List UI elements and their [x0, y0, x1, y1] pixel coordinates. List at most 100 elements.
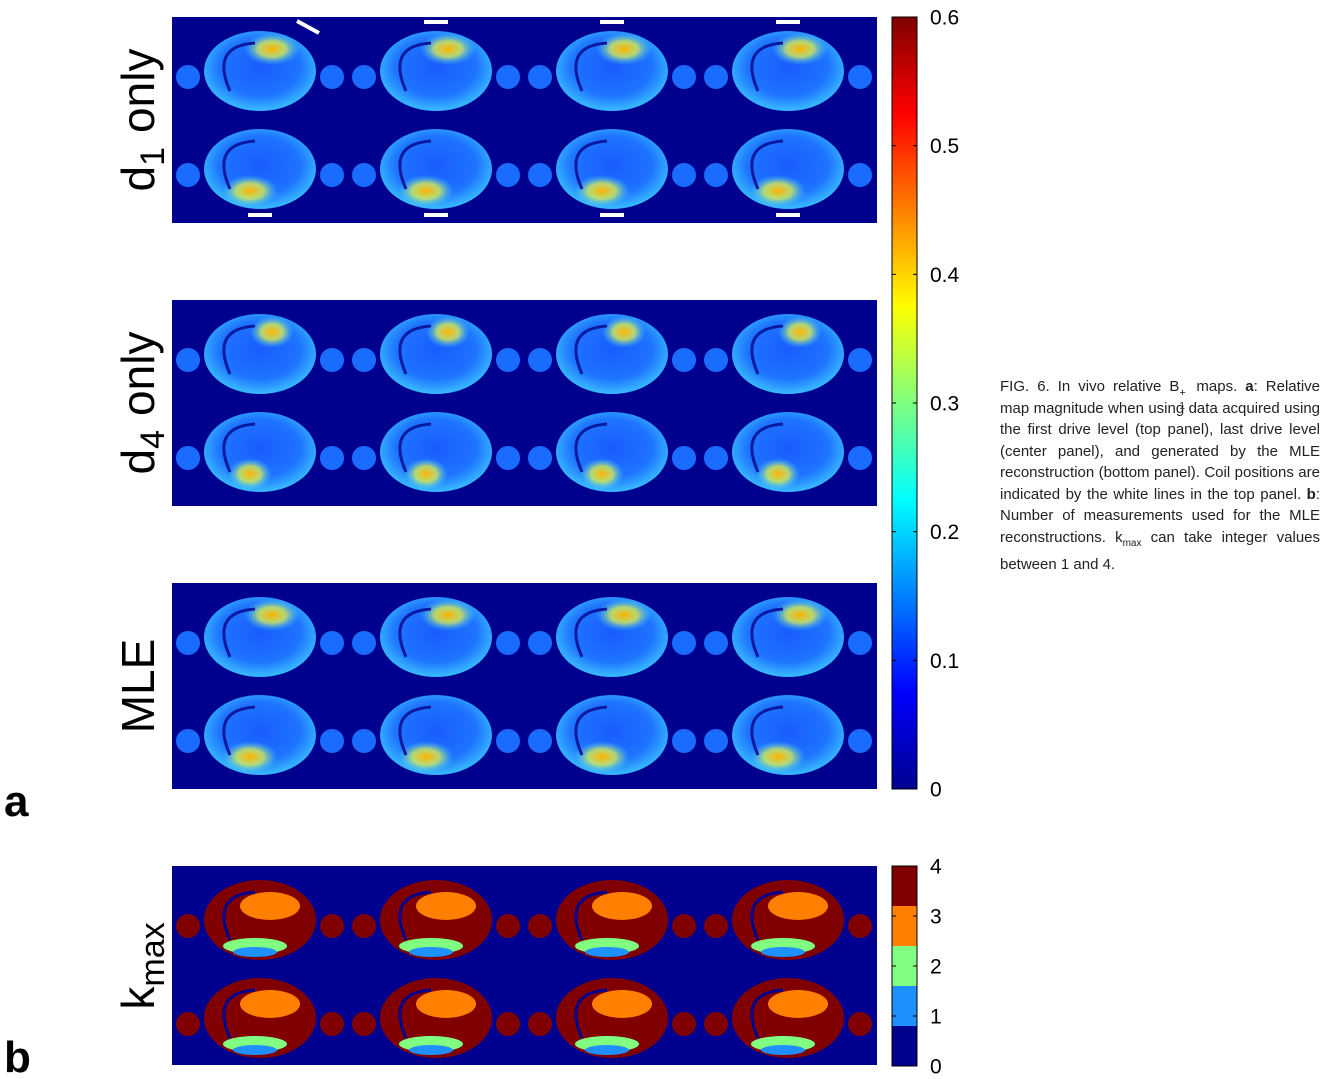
row-label-sub: max: [134, 922, 172, 986]
colorbar-tick-label: 1: [930, 1006, 942, 1029]
caption-text: : Number of measurements used for the ML…: [1000, 485, 1320, 546]
row-label-rest: only: [112, 49, 164, 133]
hot-spot: [398, 175, 454, 207]
heart-outline: [398, 324, 432, 375]
arm: [528, 446, 552, 470]
caption-sup: +: [1179, 387, 1186, 399]
caption-text: maps.: [1188, 378, 1246, 395]
hot-spot: [756, 458, 800, 490]
map-content: [176, 597, 872, 775]
arm: [320, 65, 344, 89]
hot-spot: [772, 599, 828, 631]
row-label-rest: only: [112, 332, 164, 416]
map-panel: [172, 17, 877, 223]
hot-spot: [222, 175, 278, 207]
heart-outline: [574, 422, 608, 473]
heart-outline: [750, 139, 784, 190]
caption-sub: 1: [1179, 401, 1185, 412]
region: [761, 947, 805, 957]
arm: [672, 65, 696, 89]
row-label-main: d: [112, 449, 164, 475]
arm: [704, 65, 728, 89]
map-content: [176, 880, 872, 1058]
colorbar-tick-label: 0: [930, 779, 942, 802]
arm: [672, 348, 696, 372]
hot-spot: [244, 33, 300, 65]
heart-outline: [750, 705, 784, 756]
row-label-main: d: [112, 166, 164, 192]
arm: [528, 348, 552, 372]
colorbar-tick-label: 0.3: [930, 393, 959, 416]
colorbar-tick-label: 3: [930, 906, 942, 929]
hot-spot: [420, 33, 476, 65]
hot-spot: [398, 741, 454, 773]
colorbar-tick-label: 0.2: [930, 521, 959, 544]
coil-marker: [296, 19, 320, 35]
heart-outline: [222, 422, 256, 473]
region: [761, 1045, 805, 1055]
arm: [528, 65, 552, 89]
heart-outline: [222, 890, 256, 941]
arm: [496, 348, 520, 372]
region: [768, 892, 828, 920]
region: [592, 990, 652, 1018]
arm: [848, 348, 872, 372]
arm: [176, 348, 200, 372]
heart-outline: [222, 139, 256, 190]
arm: [176, 914, 200, 938]
arm: [352, 914, 376, 938]
colorbar-tick-label: 0.4: [930, 264, 960, 287]
heart-outline: [574, 705, 608, 756]
heart-outline: [750, 607, 784, 658]
heart-outline: [398, 422, 432, 473]
heart-outline: [574, 139, 608, 190]
arm: [176, 163, 200, 187]
arm: [672, 631, 696, 655]
region: [409, 947, 453, 957]
arm: [320, 446, 344, 470]
heart-outline: [222, 705, 256, 756]
arm: [528, 1012, 552, 1036]
heart-outline: [574, 988, 608, 1039]
arm: [848, 446, 872, 470]
arm: [320, 163, 344, 187]
heart-outline: [574, 890, 608, 941]
colorbar-tick-label: 0.6: [930, 7, 959, 30]
hot-spot: [750, 175, 806, 207]
arm: [496, 163, 520, 187]
caption-bold: b: [1306, 485, 1316, 503]
heart-outline: [398, 705, 432, 756]
caption-text: : Relative map magnitude when using data…: [1000, 378, 1320, 503]
region: [585, 947, 629, 957]
colorbar-tick-label: 0.1: [930, 650, 959, 673]
arm: [848, 914, 872, 938]
hot-spot: [602, 316, 646, 348]
heart-outline: [750, 324, 784, 375]
row-label-sub: 4: [134, 430, 172, 449]
arm: [848, 631, 872, 655]
region: [416, 892, 476, 920]
arm: [704, 163, 728, 187]
arm: [320, 1012, 344, 1036]
hot-spot: [228, 458, 272, 490]
arm: [848, 729, 872, 753]
panel-label: b: [4, 1033, 31, 1079]
colorbar-a: [891, 16, 918, 790]
arm: [496, 65, 520, 89]
region: [233, 947, 277, 957]
map-panel: [172, 866, 877, 1065]
heart-outline: [398, 988, 432, 1039]
heart-outline: [750, 890, 784, 941]
hot-spot: [750, 741, 806, 773]
arm: [496, 1012, 520, 1036]
colorbar-tick-label: 4: [930, 856, 942, 879]
row-label: kmax: [112, 922, 172, 1009]
heart-outline: [750, 422, 784, 473]
heart-outline: [222, 988, 256, 1039]
row-label-sub: 1: [134, 147, 172, 166]
arm: [320, 729, 344, 753]
arm: [848, 65, 872, 89]
heart-outline: [574, 41, 608, 92]
region: [240, 892, 300, 920]
arm: [176, 631, 200, 655]
